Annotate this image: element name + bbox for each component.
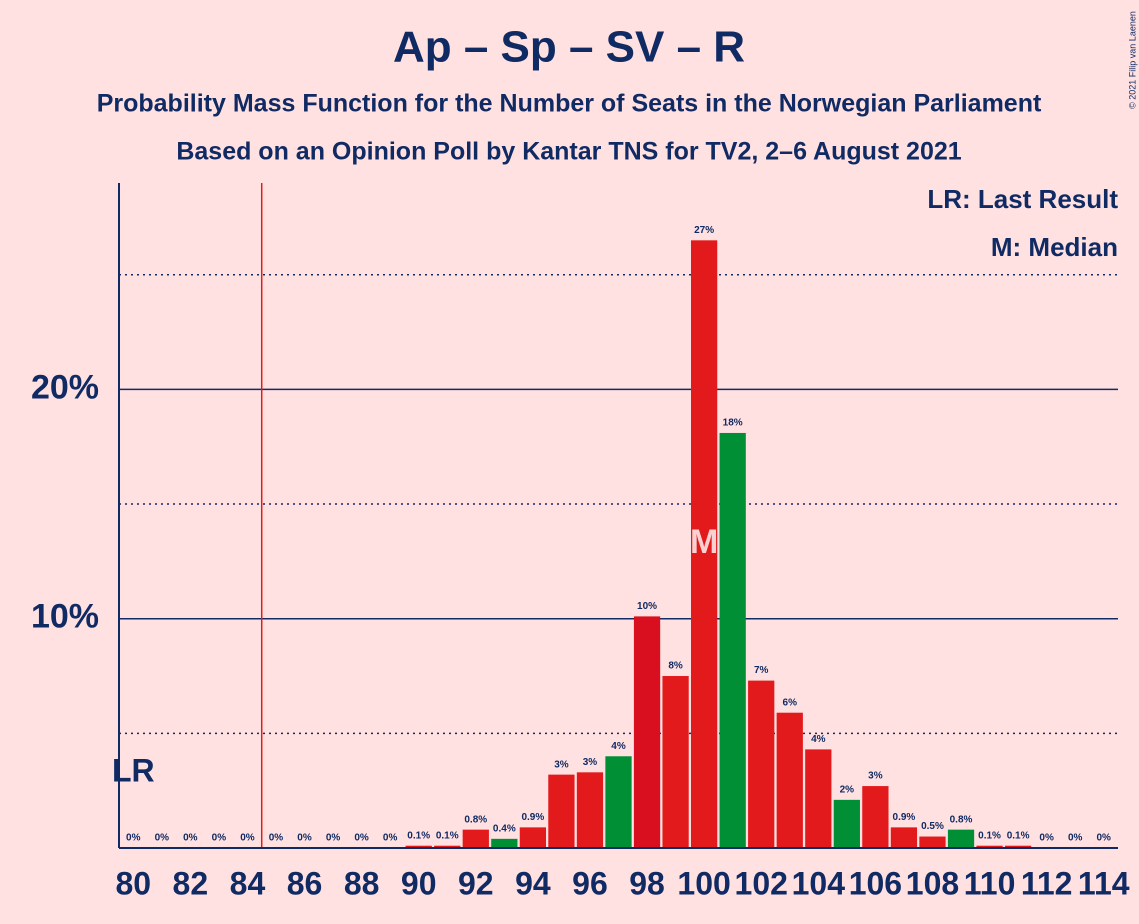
bar [890,827,918,848]
legend-entry: LR: Last Result [927,184,1118,214]
bar [491,838,518,848]
value-label: 0.4% [493,823,516,834]
value-label: 0.1% [407,830,430,841]
bar [1004,845,1032,848]
bar [548,774,575,848]
bar [519,827,547,848]
bar [947,829,975,848]
value-label: 8% [668,661,683,672]
bar [748,680,775,848]
value-label: 0.5% [921,821,944,832]
chart-title: Ap – Sp – SV – R [393,23,745,72]
x-tick-label: 92 [458,865,494,901]
bar [633,616,661,848]
copyright: © 2021 Filip van Laenen [1127,11,1137,109]
bar [576,772,604,848]
y-tick-label: 20% [31,368,99,406]
x-tick-label: 100 [677,865,730,901]
x-tick-label: 110 [964,865,1016,901]
legend-entry: M: Median [991,232,1118,262]
bar [405,845,432,848]
value-label: 2% [840,784,855,795]
value-label: 3% [868,771,883,782]
bar [662,676,689,848]
value-label: 0% [1068,833,1083,844]
x-tick-label: 114 [1078,865,1130,901]
value-label: 0.1% [436,830,459,841]
chart-subtitle: Based on an Opinion Poll by Kantar TNS f… [176,138,961,166]
x-tick-label: 82 [173,865,209,901]
x-tick-label: 84 [230,865,266,901]
bar [919,836,946,848]
value-label: 0% [1039,833,1054,844]
x-tick-label: 108 [906,865,959,901]
x-tick-label: 106 [849,865,902,901]
value-label: 0.9% [521,812,544,823]
value-label: 0% [297,833,312,844]
x-tick-label: 112 [1021,865,1073,901]
x-tick-label: 94 [515,865,551,901]
x-tick-label: 96 [572,865,608,901]
bar [605,756,632,848]
value-label: 27% [694,225,714,236]
value-label: 0% [269,833,284,844]
bar [805,749,832,848]
value-label: 6% [783,697,798,708]
value-label: 0% [1097,833,1112,844]
x-tick-label: 86 [287,865,323,901]
value-label: 0% [326,833,341,844]
value-label: 0% [383,833,398,844]
bar [462,829,489,848]
value-label: 0% [240,833,255,844]
value-label: 4% [611,741,626,752]
value-label: 0.1% [978,830,1001,841]
x-tick-label: 102 [735,865,788,901]
value-label: 3% [554,759,569,770]
value-label: 3% [583,757,598,768]
x-tick-label: 90 [401,865,437,901]
value-label: 10% [637,601,657,612]
value-label: 0% [212,833,227,844]
x-tick-label: 104 [792,865,846,901]
chart-subtitle: Probability Mass Function for the Number… [97,90,1042,118]
value-label: 18% [723,418,743,429]
y-tick-label: 10% [31,598,99,636]
x-tick-label: 88 [344,865,380,901]
value-label: 0% [354,833,369,844]
value-label: 0% [183,833,198,844]
bar [690,240,718,849]
value-label: 0.1% [1007,830,1030,841]
x-tick-label: 80 [115,865,151,901]
bar [976,845,1003,848]
x-tick-label: 98 [629,865,665,901]
value-label: 0% [155,833,170,844]
value-label: 0% [126,833,141,844]
value-label: 0.9% [893,812,916,823]
bar [833,799,860,848]
value-label: 4% [811,734,826,745]
value-label: 0.8% [464,814,487,825]
bar [719,432,746,848]
value-label: 7% [754,665,769,676]
bar [776,712,803,848]
value-label: 0.8% [950,814,973,825]
median-label: M [690,523,718,561]
bar [434,845,461,848]
bar [862,786,889,848]
